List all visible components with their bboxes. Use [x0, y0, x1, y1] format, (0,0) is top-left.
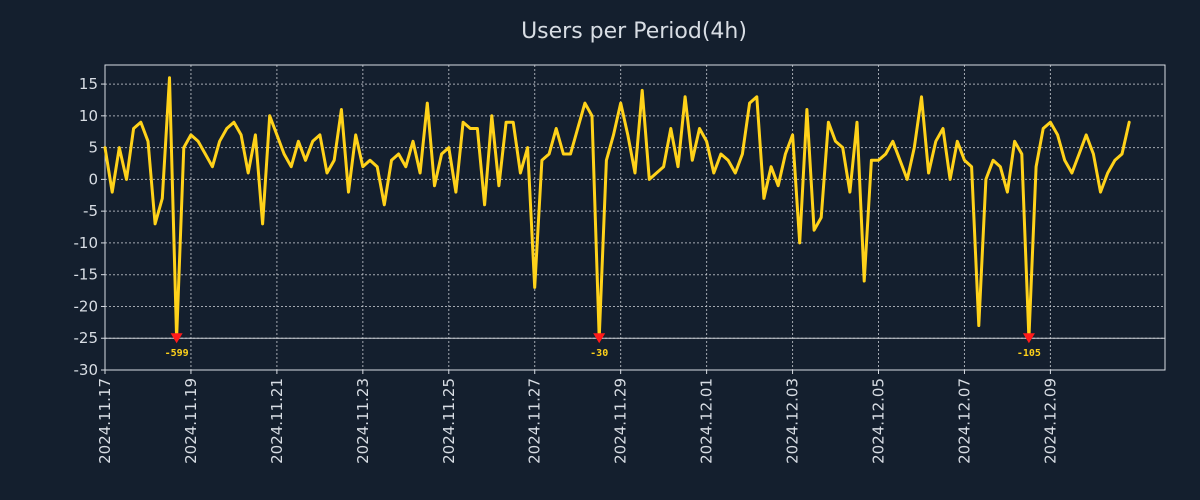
- y-tick-label: -25: [74, 329, 99, 347]
- plot-frame: [104, 64, 1166, 371]
- x-tick-label: 2024.11.27: [526, 378, 544, 464]
- x-tick-label: 2024.12.07: [955, 378, 973, 464]
- x-axis: 2024.11.17 2024.11.19 2024.11.21 2024.11.23…: [96, 370, 1059, 464]
- y-axis: 15 10 5 0 -5 -10 -15 -20 -25 -30: [74, 75, 105, 379]
- series-line-users: [103, 76, 1131, 340]
- x-tick-label: 2024.12.09: [1041, 378, 1059, 464]
- chart-title: Users per Period(4h): [521, 19, 747, 44]
- clip-marker-icon: [170, 333, 183, 344]
- x-tick-label: 2024.11.25: [440, 378, 458, 464]
- plot-border: [104, 64, 1166, 371]
- x-tick-label: 2024.12.03: [784, 378, 802, 464]
- x-tick-label: 2024.12.01: [698, 378, 716, 464]
- y-tick-label: 15: [79, 75, 98, 93]
- clip-value-label: -105: [1017, 348, 1041, 359]
- x-tick-label: 2024.11.21: [268, 378, 286, 464]
- clip-marker-icon: [593, 333, 606, 344]
- y-tick-label: -20: [74, 297, 99, 315]
- clip-value-label: -599: [165, 348, 189, 359]
- y-tick-label: 10: [79, 107, 98, 125]
- series-layer: [103, 76, 1131, 340]
- x-tick-label: 2024.11.23: [354, 378, 372, 464]
- y-tick-label: -15: [74, 266, 99, 284]
- x-tick-label: 2024.11.29: [612, 378, 630, 464]
- x-tick-label: 2024.11.19: [182, 378, 200, 464]
- y-tick-label: -5: [83, 202, 98, 220]
- y-tick-label: 0: [88, 170, 98, 188]
- x-tick-label: 2024.11.17: [96, 378, 114, 464]
- y-tick-label: -10: [74, 234, 99, 252]
- clip-annotations: -599 -30 -105: [165, 333, 1041, 359]
- clip-value-label: -30: [590, 348, 608, 359]
- y-tick-label: 5: [88, 139, 98, 157]
- grid: [105, 65, 1165, 370]
- y-tick-label: -30: [74, 361, 99, 379]
- x-tick-label: 2024.12.05: [870, 378, 888, 464]
- clip-marker-icon: [1022, 333, 1035, 344]
